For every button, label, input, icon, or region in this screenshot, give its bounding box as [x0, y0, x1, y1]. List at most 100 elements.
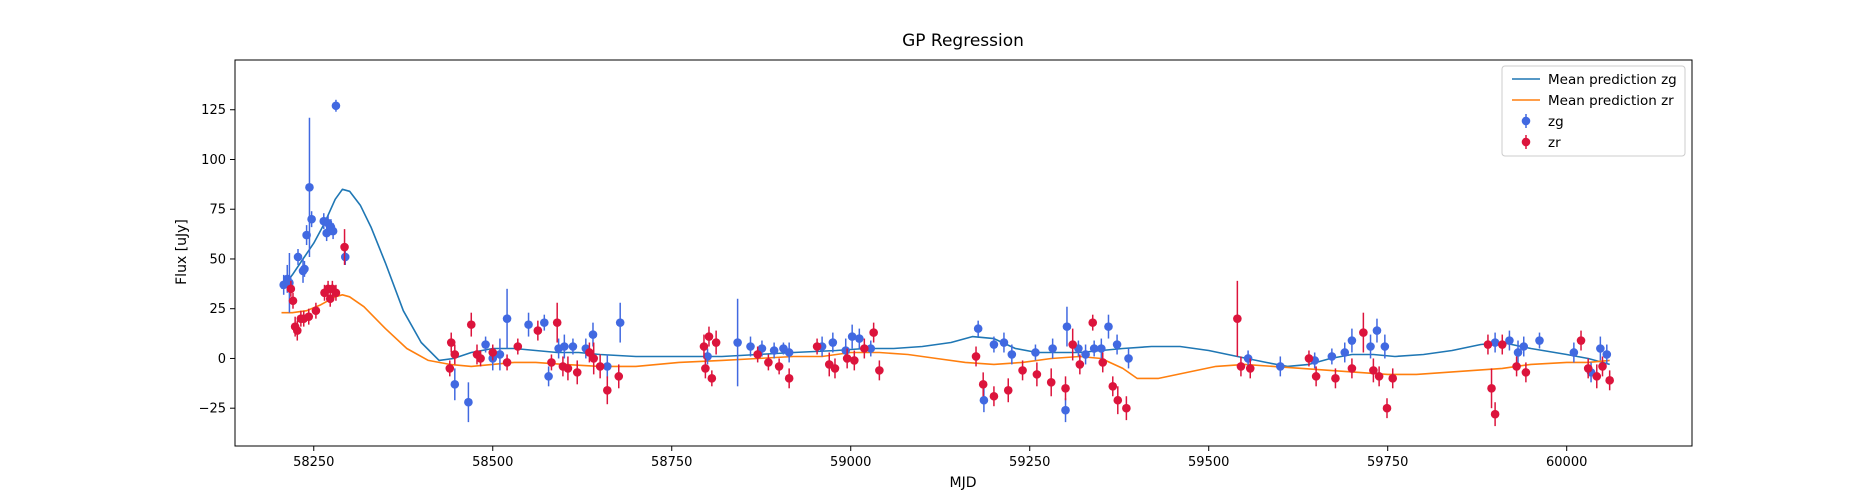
- data-point: [1124, 354, 1133, 363]
- data-point: [1236, 362, 1246, 371]
- data-point: [502, 314, 512, 323]
- data-point: [1097, 344, 1106, 353]
- data-point: [1122, 403, 1131, 413]
- legend-label: Mean prediction zr: [1548, 93, 1674, 109]
- data-point: [1382, 403, 1392, 413]
- data-point: [828, 338, 838, 347]
- data-point: [1243, 354, 1253, 363]
- data-point: [495, 350, 505, 359]
- data-point: [1535, 336, 1544, 345]
- data-point: [464, 397, 473, 407]
- data-point: [1347, 364, 1357, 373]
- data-point: [547, 358, 556, 367]
- data-point: [1513, 348, 1523, 357]
- data-point: [875, 366, 884, 375]
- data-point: [855, 334, 864, 343]
- data-point: [544, 372, 553, 381]
- data-point: [563, 364, 573, 373]
- data-point: [784, 348, 794, 357]
- data-point: [971, 352, 981, 361]
- data-point: [293, 252, 303, 262]
- data-point: [1359, 328, 1368, 337]
- legend-box: [1501, 65, 1686, 157]
- series-line-zg: [280, 188, 1610, 368]
- data-point: [1596, 344, 1605, 353]
- data-point: [1497, 340, 1507, 349]
- data-point: [445, 364, 455, 373]
- data-point: [488, 348, 498, 357]
- y-tick-label: 75: [209, 203, 226, 218]
- x-axis-label: MJD: [950, 475, 977, 491]
- data-point: [1327, 352, 1337, 361]
- data-point: [746, 342, 755, 351]
- legend-swatch-point: [1521, 137, 1531, 147]
- data-point: [1018, 366, 1027, 375]
- x-tick-label: 59750: [1367, 455, 1408, 470]
- data-point: [979, 395, 989, 405]
- data-point: [1490, 338, 1500, 347]
- data-point: [973, 324, 983, 333]
- data-point: [1519, 342, 1529, 351]
- y-tick-label: 50: [209, 252, 226, 267]
- data-point: [1380, 342, 1390, 351]
- data-point: [311, 306, 321, 316]
- data-point: [1081, 350, 1090, 359]
- data-point: [614, 372, 624, 381]
- data-point: [707, 374, 717, 383]
- data-point: [331, 288, 341, 298]
- data-point: [1061, 405, 1070, 415]
- series-zr-points: [286, 229, 1614, 427]
- y-tick-label: 125: [201, 103, 226, 118]
- data-point: [699, 342, 709, 351]
- data-point: [1521, 368, 1531, 377]
- data-point: [1372, 326, 1382, 335]
- data-point: [331, 101, 341, 111]
- data-point: [812, 342, 822, 351]
- data-point: [552, 318, 562, 327]
- data-point: [1075, 360, 1085, 369]
- data-point: [560, 342, 569, 351]
- data-point: [1032, 370, 1042, 379]
- data-point: [585, 348, 594, 357]
- data-point: [830, 364, 840, 373]
- data-point: [292, 326, 302, 335]
- x-tick-label: 58750: [651, 455, 692, 470]
- data-point: [1366, 342, 1375, 351]
- data-point: [989, 340, 999, 349]
- data-point: [595, 362, 605, 371]
- data-point: [446, 338, 456, 347]
- data-point: [860, 344, 869, 353]
- legend-label: zg: [1548, 114, 1564, 130]
- data-point: [615, 318, 625, 327]
- x-tick-label: 60000: [1546, 455, 1587, 470]
- data-point: [757, 344, 767, 353]
- data-point: [753, 350, 762, 359]
- data-point: [978, 380, 988, 389]
- data-point: [1592, 372, 1602, 381]
- data-point: [481, 340, 490, 349]
- data-point: [841, 346, 851, 355]
- data-point: [1276, 362, 1285, 371]
- data-point: [476, 354, 485, 363]
- data-point: [1487, 383, 1496, 393]
- data-point: [450, 350, 460, 359]
- y-tick-label: 0: [218, 352, 226, 367]
- data-point: [1598, 362, 1607, 371]
- data-point: [286, 284, 296, 294]
- y-tick-label: 25: [209, 302, 226, 317]
- data-point: [711, 338, 721, 347]
- data-point: [304, 312, 314, 321]
- data-point: [1113, 395, 1123, 405]
- data-point: [1605, 376, 1614, 385]
- data-point: [1505, 336, 1514, 345]
- data-point: [774, 362, 784, 371]
- data-point: [1046, 378, 1056, 387]
- data-point: [701, 364, 710, 373]
- legend-swatch-point: [1521, 116, 1531, 126]
- data-point: [533, 326, 543, 335]
- data-point: [1340, 348, 1350, 357]
- data-point: [502, 358, 512, 367]
- data-point: [1233, 314, 1242, 323]
- data-point: [1483, 340, 1493, 349]
